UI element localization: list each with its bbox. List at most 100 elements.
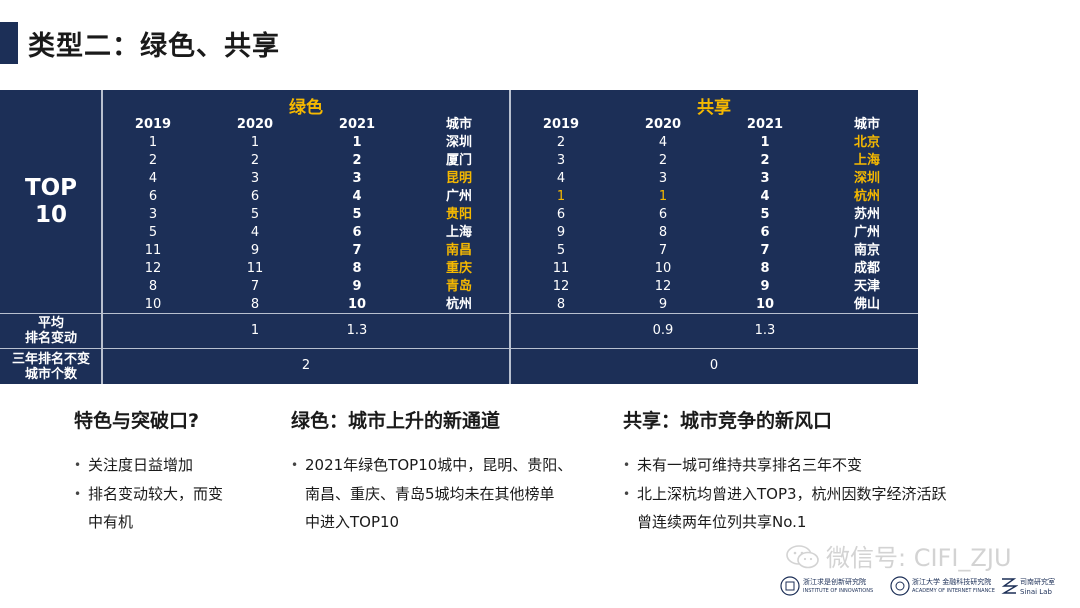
green-avg-change-2021: 1.3 <box>346 323 368 338</box>
share-year-header: 2020 <box>644 117 682 132</box>
logo-zju-name: 浙江大学 金融科技研究院 <box>912 578 992 586</box>
green-rank-2019: 8 <box>148 279 158 294</box>
zju-seal-icon <box>890 576 910 596</box>
section-share: 共享：城市竞争的新风口 未有一城可维持共享排名三年不变北上深杭均曾进入TOP3，… <box>623 406 947 537</box>
green-avg-change-2020: 1 <box>250 323 260 338</box>
green-rank-2020: 5 <box>250 207 260 222</box>
share-rank-2021: 8 <box>760 261 770 276</box>
share-rank-2021: 3 <box>760 171 770 186</box>
share-rank-2019: 1 <box>556 189 566 204</box>
green-rank-2021: 1 <box>352 135 362 150</box>
share-city: 天津 <box>853 279 880 294</box>
green-year-header: 2020 <box>236 117 274 132</box>
share-rank-2021: 6 <box>760 225 770 240</box>
green-rank-2021: 9 <box>352 279 362 294</box>
green-city: 昆明 <box>445 171 472 186</box>
share-rank-2021: 4 <box>760 189 770 204</box>
green-rank-2019: 1 <box>148 135 158 150</box>
green-rank-2021: 4 <box>352 189 362 204</box>
share-rank-2021: 10 <box>755 297 775 312</box>
logo-institute-sub: INSTITUTE OF INNOVATIONS <box>803 588 874 594</box>
green-rank-2019: 10 <box>144 297 162 312</box>
green-rank-2019: 12 <box>144 261 162 276</box>
green-rank-2021: 6 <box>352 225 362 240</box>
share-rank-2020: 10 <box>654 261 672 276</box>
logo-sinai-sub: Sinai Lab <box>1020 588 1052 596</box>
share-city: 佛山 <box>853 297 880 312</box>
share-rank-2021: 1 <box>760 135 770 150</box>
section-title: 共享：城市竞争的新风口 <box>623 410 833 432</box>
share-rank-2019: 4 <box>556 171 566 186</box>
green-rank-2020: 3 <box>250 171 260 186</box>
title-accent-bar <box>0 22 18 64</box>
green-city: 厦门 <box>445 153 472 168</box>
share-rank-2020: 4 <box>658 135 668 150</box>
bullet-list: 2021年绿色TOP10城中，昆明、贵阳、南昌、重庆、青岛5城均未在其他榜单中进… <box>291 451 572 537</box>
green-rank-2020: 6 <box>250 189 260 204</box>
share-city: 深圳 <box>853 171 880 186</box>
bullet-list: 未有一城可维持共享排名三年不变北上深杭均曾进入TOP3，杭州因数字经济活跃曾连续… <box>623 451 947 537</box>
institute-seal-icon <box>780 576 800 596</box>
share-rank-2020: 2 <box>658 153 668 168</box>
share-rank-2021: 5 <box>760 207 770 222</box>
green-city: 青岛 <box>445 279 472 294</box>
sinai-lab-logo-icon <box>1001 578 1018 594</box>
green-city: 贵阳 <box>445 207 472 222</box>
share-section-title: 共享 <box>697 98 731 118</box>
share-rank-2020: 9 <box>658 297 668 312</box>
green-city: 杭州 <box>445 297 472 312</box>
green-section-title: 绿色 <box>289 98 323 118</box>
share-rank-2019: 9 <box>556 225 566 240</box>
share-city-header: 城市 <box>853 117 880 132</box>
green-city: 南昌 <box>445 243 472 258</box>
share-rank-2019: 5 <box>556 243 566 258</box>
share-rank-2020: 12 <box>654 279 672 294</box>
watermark-text: 微信号: CIFI_ZJU <box>826 544 1012 572</box>
green-city: 广州 <box>445 189 472 204</box>
green-rank-2021: 2 <box>352 153 362 168</box>
green-rank-2020: 4 <box>250 225 260 240</box>
green-rank-2019: 6 <box>148 189 158 204</box>
green-rank-2021: 3 <box>352 171 362 186</box>
bullet-item: 2021年绿色TOP10城中，昆明、贵阳、南昌、重庆、青岛5城均未在其他榜单中进… <box>291 451 572 537</box>
share-city: 杭州 <box>853 189 880 204</box>
green-rank-2021: 10 <box>347 297 367 312</box>
green-city-header: 城市 <box>445 117 472 132</box>
green-rank-2021: 8 <box>352 261 362 276</box>
share-year-header: 2019 <box>542 117 580 132</box>
share-rank-2019: 11 <box>552 261 570 276</box>
green-rank-2019: 3 <box>148 207 158 222</box>
share-rank-2021: 9 <box>760 279 770 294</box>
share-rank-2019: 3 <box>556 153 566 168</box>
share-avg-change-2020: 0.9 <box>652 323 674 338</box>
share-rank-2019: 12 <box>552 279 570 294</box>
green-city: 深圳 <box>445 135 472 150</box>
wechat-icon <box>786 545 819 569</box>
share-rank-2020: 8 <box>658 225 668 240</box>
share-rank-2020: 7 <box>658 243 668 258</box>
share-rank-2020: 6 <box>658 207 668 222</box>
logo-zju-sub: ACADEMY OF INTERNET FINANCE <box>912 588 995 594</box>
ranking-table: TOP 10 平均 排名变动 三年排名不变 城市个数 绿色 共享 2019 202… <box>0 90 918 384</box>
share-rank-2021: 2 <box>760 153 770 168</box>
green-rank-2020: 2 <box>250 153 260 168</box>
share-city: 北京 <box>853 135 880 150</box>
bullet-item: 关注度日益增加 <box>74 451 223 480</box>
share-unchanged-count: 0 <box>709 358 719 373</box>
green-city: 重庆 <box>445 261 472 276</box>
logo-sinai-name: 司南研究室 <box>1020 578 1055 586</box>
page-title: 类型二：绿色、共享 <box>28 31 280 62</box>
green-year-header: 2021 <box>338 117 376 132</box>
share-rank-2021: 7 <box>760 243 770 258</box>
share-city: 广州 <box>853 225 880 240</box>
avg-change-label: 平均 排名变动 <box>24 316 77 346</box>
green-year-header: 2019 <box>134 117 172 132</box>
top10-label: TOP 10 <box>24 175 78 228</box>
green-rank-2020: 7 <box>250 279 260 294</box>
share-city: 南京 <box>853 243 880 258</box>
section-title: 绿色：城市上升的新通道 <box>291 410 501 432</box>
